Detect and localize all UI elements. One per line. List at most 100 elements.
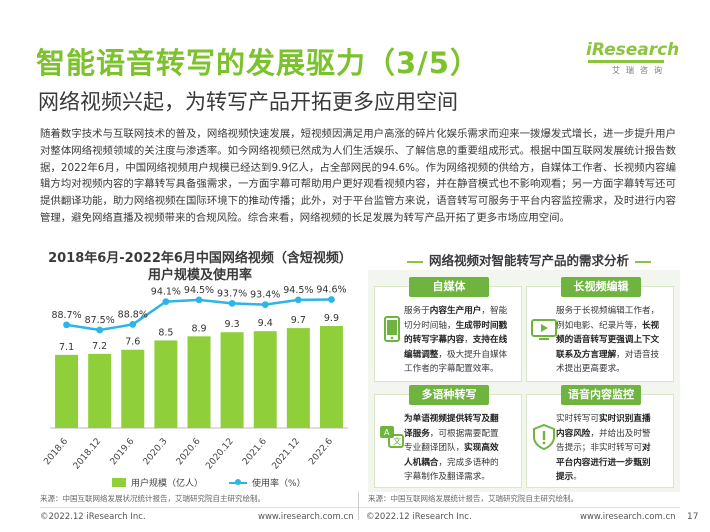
- card-text-self-media: 服务于内容生产用户，智能 切分时间轴，生成带时间戳 的转写字幕内容，支持在线 编…: [404, 304, 521, 377]
- footer-divider: [358, 492, 359, 520]
- card-self-media: 自媒体 服务于内容生产用户，智能 切分时间轴，生成带时间戳 的转写字幕内容，支持…: [374, 277, 522, 382]
- card-line-strong: 人机耦合: [404, 457, 439, 468]
- page-subtitle: 网络视频兴起，为转写产品开拓更多应用空间: [38, 90, 458, 114]
- user-scale-chart: 7.1 2018.6 7.2 2018.12 7.6 2019.6 8.5 2020.3 8.9…: [42, 284, 348, 472]
- usage-rate-point: [63, 321, 70, 329]
- usage-rate-label: 94.5%: [283, 285, 313, 296]
- card-line-strong: 实时识别直播: [598, 414, 651, 424]
- smartphone-icon: [384, 316, 400, 342]
- page-title: 智能语音转写的发展驱力（3/5）: [36, 46, 480, 80]
- card-text-content-monitoring: 实时转写可实时识别直播 内容风险，并给出及时警 告提示；非实时转写可对 平台内容…: [556, 412, 673, 485]
- bar-value-label: 9.4: [258, 318, 273, 329]
- intro-paragraph: 随着数字技术与互联网技术的普及，网络视频快速发展，短视频因满足用户高涨的碎片化娱…: [40, 128, 676, 224]
- card-line-strong: 为单语视频提供转写及翻: [404, 414, 499, 424]
- card-line: 人机耦合，完成多语种的: [404, 457, 499, 468]
- chart-source: 来源：中国互联网络发展状况统计报告，艾瑞研究院自主研究绘制。: [40, 494, 265, 503]
- x-tick-label: 2021.6: [241, 436, 269, 467]
- usage-rate-point: [162, 298, 170, 306]
- legend-label-bar: 用户规模（亿人）: [131, 479, 204, 489]
- logo-wordmark: iResearch: [586, 40, 680, 60]
- card-line: 术提出更高要求。: [556, 364, 625, 375]
- card-line: 联系及方言理解，对语音技: [556, 349, 660, 360]
- video-player-icon: [531, 319, 557, 340]
- panel-source: 来源：中国互联网络发展统计报告，艾瑞研究院自主研究绘制。: [368, 494, 578, 503]
- card-multilingual: 多语种转写 A 文 为单语视频提供转写及翻 译服务，可根据需要配置 专业翻译团队…: [374, 385, 522, 488]
- usage-rate-label: 88.7%: [51, 310, 81, 321]
- card-line: 服务于内容生产用户，智能: [404, 306, 508, 316]
- legend-swatch-bar: [112, 478, 126, 487]
- card-line-strong: 实现高效: [464, 443, 499, 454]
- card-line: 专业翻译团队，实现高效: [404, 443, 499, 454]
- translate-icon: A 文: [380, 426, 404, 448]
- card-content-monitoring: 语音内容监控 实时转写可实时识别直播 内容风险，并给出及时警 告提示；非实时转写…: [526, 385, 674, 488]
- x-tick-label: 2022.6: [307, 436, 335, 467]
- x-tick-label: 2018.12: [72, 437, 104, 472]
- x-tick-label: 2019.6: [109, 436, 137, 467]
- bar: [319, 326, 343, 428]
- card-line: 服务于长视频编辑工作者，: [556, 306, 660, 316]
- card-text-long-video: 服务于长视频编辑工作者， 例如电影、纪录片等，长视 频的语音转写更强调上下文 联…: [556, 304, 673, 377]
- legend-item-line: 使用率（%）: [229, 476, 306, 489]
- footer-url-right[interactable]: www.iresearch.com.cn: [580, 512, 676, 522]
- card-line: 频的语音转写更强调上下文: [556, 333, 673, 348]
- usage-rate-label: 93.7%: [217, 288, 247, 299]
- bar-value-label: 9.3: [225, 319, 240, 330]
- x-tick-label: 2018.6: [42, 436, 70, 467]
- card-line-strong: 平台内容进行进一步甄别: [556, 457, 651, 468]
- usage-rate-point: [96, 326, 104, 334]
- usage-rate-point: [261, 301, 269, 309]
- card-long-video: 长视频编辑 服务于长视频编辑工作者， 例如电影、纪录片等，长视 频的语音转写更强…: [526, 277, 674, 382]
- legend-item-bar: 用户规模（亿人）: [112, 476, 203, 489]
- svg-text:文: 文: [393, 436, 401, 446]
- logo-underline: [588, 60, 664, 63]
- bar: [88, 353, 112, 428]
- usage-rate-label: 94.5%: [184, 285, 214, 296]
- card-line: 字幕制作及翻译需求。: [404, 472, 490, 483]
- bar-value-label: 9.7: [291, 315, 306, 326]
- card-line-strong: 联系及方言理解: [556, 349, 617, 360]
- usage-rate-point: [228, 299, 236, 307]
- footer-url-left[interactable]: www.iresearch.com.cn: [258, 512, 354, 522]
- usage-rate-label: 87.5%: [85, 315, 115, 326]
- card-line: 工作者的字幕配置效率。: [404, 364, 499, 375]
- usage-rate-label: 94.1%: [151, 287, 181, 298]
- bar-value-label: 8.9: [191, 323, 206, 334]
- page-number: 17: [687, 512, 699, 522]
- usage-rate-point: [294, 296, 302, 304]
- card-line: 切分时间轴，生成带时间戳: [404, 320, 508, 331]
- legend-swatch-line: [229, 478, 248, 485]
- bar-value-label: 7.6: [125, 337, 140, 348]
- card-line: 为单语视频提供转写及翻: [404, 412, 521, 427]
- card-line-strong: 频的语音转写更强调上下文: [556, 335, 660, 346]
- card-line-strong: 的转写字幕内容: [404, 335, 465, 346]
- bar-value-label: 7.1: [59, 342, 74, 353]
- card-line-strong: 长视: [641, 320, 660, 331]
- card-line-strong: 编辑调整: [404, 349, 439, 360]
- usage-rate-point: [195, 296, 203, 304]
- bar: [55, 354, 79, 428]
- bar-value-label: 7.2: [92, 341, 107, 352]
- chart-title: 2018年6月-2022年6月中国网络视频（含短视频）用户规模及使用率: [48, 251, 352, 283]
- card-line: 告提示；非实时转写可对: [556, 443, 651, 454]
- card-line: 的转写字幕内容，支持在线: [404, 335, 508, 346]
- bar-value-label: 9.9: [324, 313, 339, 324]
- bar: [220, 332, 244, 428]
- bar: [286, 328, 310, 428]
- card-text-multilingual: 为单语视频提供转写及翻 译服务，可根据需要配置 专业翻译团队，实现高效 人机耦合…: [404, 412, 521, 485]
- card-line: 实时转写可实时识别直播: [556, 414, 651, 424]
- iresearch-logo: iResearch 艾瑞咨询: [586, 40, 680, 84]
- card-head-long-video: 长视频编辑: [561, 277, 641, 297]
- bar: [187, 336, 211, 428]
- usage-rate-label: 94.6%: [316, 284, 346, 295]
- x-tick-label: 2020.6: [175, 436, 203, 467]
- card-line: 编辑调整，极大提升自媒体: [404, 349, 508, 360]
- card-line: 译服务，可根据需要配置: [404, 428, 499, 439]
- legend-label-line: 使用率（%）: [252, 479, 306, 489]
- card-line: 平台内容进行进一步甄别: [556, 456, 673, 471]
- card-line-strong: 译服务: [404, 428, 430, 439]
- usage-rate-label: 88.8%: [118, 309, 148, 320]
- card-line-strong: 支持在线: [472, 335, 508, 346]
- demand-analysis-panel: 自媒体 服务于内容生产用户，智能 切分时间轴，生成带时间戳 的转写字幕内容，支持…: [368, 270, 680, 492]
- card-line: 内容风险，并给出及时警: [556, 428, 651, 439]
- card-line-strong: 提示: [556, 472, 574, 483]
